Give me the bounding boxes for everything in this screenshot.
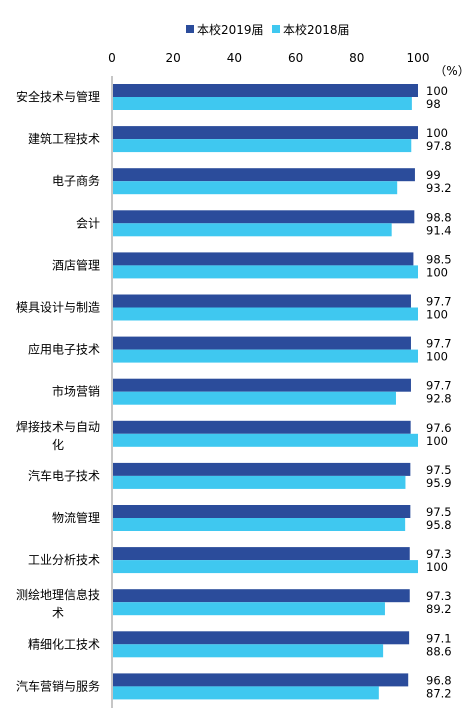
data-label: 97.8 — [426, 139, 452, 153]
legend-label: 本校2018届 — [283, 22, 350, 37]
category-labels: 安全技术与管理建筑工程技术电子商务会计酒店管理模具设计与制造应用电子技术市场营销… — [16, 89, 100, 693]
category-label: 安全技术与管理 — [16, 89, 100, 104]
category-label: 物流管理 — [52, 510, 100, 525]
data-label: 92.8 — [426, 392, 452, 406]
data-label: 97.3 — [426, 589, 452, 603]
data-label: 97.5 — [426, 505, 452, 519]
data-label: 93.2 — [426, 181, 452, 195]
x-tick-label: 100 — [407, 51, 430, 65]
data-label: 95.8 — [426, 518, 452, 532]
bar — [113, 589, 410, 603]
data-label: 88.6 — [426, 644, 452, 658]
category-label: 汽车电子技术 — [28, 468, 100, 483]
data-label: 97.7 — [426, 295, 452, 309]
x-axis: 0 20 40 60 80 100 — [108, 51, 429, 65]
data-label: 98.5 — [426, 252, 452, 266]
data-label: 97.7 — [426, 337, 452, 351]
category-label: 汽车营销与服务 — [16, 678, 100, 693]
category-label: 精细化工技术 — [28, 637, 100, 651]
bar — [113, 644, 384, 658]
category-label: 市场营销 — [52, 384, 100, 399]
unit-label: （%） — [434, 64, 469, 78]
data-label: 87.2 — [426, 686, 452, 700]
bar — [113, 307, 418, 321]
bar — [113, 97, 412, 110]
category-label: 模具设计与制造 — [16, 301, 100, 315]
bar — [113, 518, 406, 531]
bar — [113, 336, 411, 350]
bar — [113, 547, 410, 561]
chart-legend: 本校2019届 本校2018届 — [186, 22, 350, 37]
bar — [113, 462, 411, 476]
category-label: 测绘地理信息技术 — [16, 587, 100, 620]
data-label: 91.4 — [426, 223, 452, 237]
bar — [113, 631, 410, 645]
bar — [113, 84, 418, 97]
category-label: 应用电子技术 — [28, 342, 100, 357]
data-label: 97.5 — [426, 463, 452, 477]
x-tick-label: 20 — [166, 51, 181, 65]
data-label: 97.6 — [426, 421, 452, 435]
x-tick-label: 40 — [227, 51, 242, 65]
x-tick-label: 0 — [108, 51, 116, 65]
data-labels: 1009810097.89993.298.891.498.510097.7100… — [426, 84, 452, 700]
bars — [113, 84, 418, 700]
bar — [113, 433, 418, 447]
data-label: 97.3 — [426, 547, 452, 561]
data-label: 100 — [426, 126, 448, 140]
legend-label: 本校2019届 — [197, 22, 264, 37]
category-label: 酒店管理 — [52, 257, 100, 272]
bar — [113, 139, 412, 153]
bar — [113, 602, 385, 616]
bar — [113, 349, 418, 363]
bar — [113, 181, 398, 195]
data-label: 100 — [426, 434, 448, 448]
data-label: 96.8 — [426, 673, 452, 687]
data-label: 95.9 — [426, 476, 452, 490]
bar — [113, 420, 411, 434]
x-tick-label: 60 — [288, 51, 303, 65]
data-label: 100 — [426, 84, 448, 98]
data-label: 100 — [426, 560, 448, 574]
data-label: 97.7 — [426, 379, 452, 393]
bar — [113, 475, 406, 489]
legend-swatch — [186, 25, 194, 33]
category-label: 电子商务 — [52, 173, 100, 188]
bar — [113, 560, 418, 574]
x-tick-label: 80 — [349, 51, 364, 65]
data-label: 97.1 — [426, 631, 452, 645]
bar — [113, 265, 418, 279]
category-label: 建筑工程技术 — [28, 131, 100, 146]
bar — [113, 252, 414, 266]
bar — [113, 210, 415, 224]
bar — [113, 673, 409, 687]
legend-swatch — [272, 25, 280, 33]
bar — [113, 686, 379, 700]
category-label: 工业分析技术 — [28, 553, 100, 567]
bar — [113, 223, 392, 237]
data-label: 98.8 — [426, 210, 452, 224]
data-label: 100 — [426, 350, 448, 364]
category-label: 会计 — [76, 216, 100, 230]
data-label: 89.2 — [426, 602, 452, 616]
bar — [113, 126, 418, 140]
bar — [113, 505, 411, 518]
bar — [113, 294, 411, 308]
data-label: 99 — [426, 168, 441, 182]
category-label: 焊接技术与自动化 — [16, 419, 100, 452]
bar — [113, 168, 415, 182]
bar — [113, 378, 411, 392]
data-label: 100 — [426, 265, 448, 279]
data-label: 100 — [426, 308, 448, 322]
bar — [113, 391, 396, 405]
data-label: 98 — [426, 97, 441, 111]
